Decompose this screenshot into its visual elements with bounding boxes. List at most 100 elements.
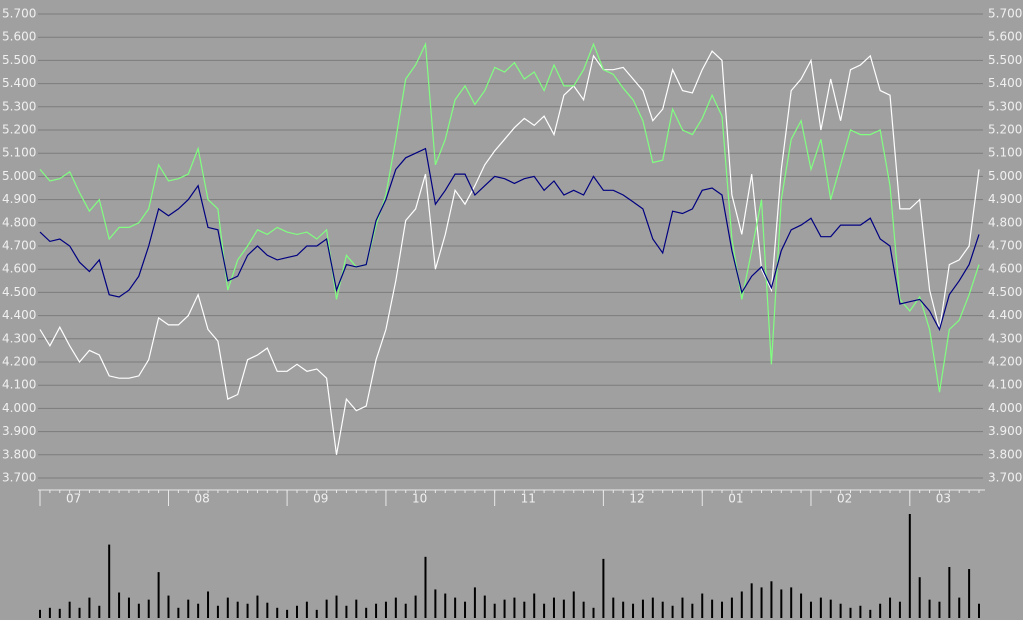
y-tick-label: 3.900 — [2, 424, 36, 438]
volume-bar — [740, 591, 743, 618]
volume-bar — [829, 599, 832, 618]
volume-bar — [118, 592, 121, 618]
y-tick-label: 4.600 — [2, 262, 36, 276]
volume-bar — [691, 603, 694, 618]
volume-bar — [968, 569, 971, 618]
x-tick-label: 08 — [194, 492, 209, 506]
price-line — [39, 50, 980, 455]
volume-bar — [58, 608, 61, 618]
y-tick-label: 5.000 — [988, 169, 1022, 183]
volume-bar — [434, 589, 437, 618]
volume-bar — [513, 597, 516, 618]
x-tick-label: 03 — [936, 492, 951, 506]
y-tick-label: 5.200 — [988, 123, 1022, 137]
volume-bar — [157, 572, 160, 618]
volume-bar — [809, 601, 812, 618]
volume-bar — [256, 595, 259, 618]
y-tick-label: 5.700 — [2, 7, 36, 21]
y-tick-label: 4.300 — [2, 331, 36, 345]
x-tick-label: 11 — [521, 492, 536, 506]
volume-bar — [216, 605, 219, 618]
y-tick-label: 4.200 — [2, 355, 36, 369]
volume-bar — [948, 567, 951, 618]
volume-bar — [236, 601, 239, 618]
y-tick-label: 5.200 — [2, 123, 36, 137]
volume-bar — [503, 599, 506, 618]
x-tick-label: 01 — [728, 492, 743, 506]
volume-bar — [177, 607, 180, 618]
volume-bar — [760, 587, 763, 618]
price-line — [39, 147, 980, 332]
volume-bar — [345, 605, 348, 618]
y-tick-label: 5.300 — [988, 99, 1022, 113]
volume-bar — [493, 603, 496, 618]
volume-bar — [889, 597, 892, 618]
volume-bar — [938, 601, 941, 618]
y-tick-label: 5.500 — [988, 53, 1022, 67]
y-tick-label: 4.400 — [2, 308, 36, 322]
volume-bar — [335, 595, 338, 618]
volume-bar — [137, 603, 140, 618]
volume-bar — [384, 601, 387, 618]
volume-bar — [464, 601, 467, 618]
volume-bar — [572, 591, 575, 618]
volume-bar — [750, 583, 753, 618]
y-tick-label: 4.900 — [988, 192, 1022, 206]
volume-bar — [839, 603, 842, 618]
volume-bar — [819, 597, 822, 618]
volume-bar — [859, 605, 862, 618]
volume-bar — [394, 597, 397, 618]
volume-bar — [295, 605, 298, 618]
volume-bar — [671, 605, 674, 618]
volume-bar — [770, 581, 773, 618]
y-tick-label: 5.400 — [988, 76, 1022, 90]
volume-bar — [39, 609, 41, 618]
volume-bar — [681, 597, 684, 618]
volume-bar — [197, 603, 200, 618]
y-tick-label: 5.400 — [2, 76, 36, 90]
volume-bar — [800, 593, 803, 618]
volume-bar — [928, 599, 931, 618]
volume-bar — [187, 599, 190, 618]
volume-bar — [355, 599, 358, 618]
volume-bar — [701, 593, 704, 618]
volume-bar — [523, 601, 526, 618]
volume-bar — [730, 597, 733, 618]
y-tick-label: 5.500 — [2, 53, 36, 67]
volume-bar — [612, 597, 615, 618]
y-tick-label: 3.800 — [988, 447, 1022, 461]
volume-bar — [592, 607, 595, 618]
volume-bar — [108, 544, 111, 618]
volume-bar — [246, 603, 249, 618]
volume-bar — [325, 599, 328, 618]
y-tick-label: 5.300 — [2, 99, 36, 113]
volume-bar — [147, 599, 150, 618]
volume-bar — [473, 587, 476, 618]
volume-bar — [622, 601, 625, 618]
y-tick-label: 4.100 — [988, 378, 1022, 392]
volume-bar — [226, 597, 229, 618]
volume-bar — [266, 602, 269, 618]
price-line — [39, 41, 980, 393]
y-tick-label: 4.900 — [2, 192, 36, 206]
volume-bar — [286, 609, 289, 618]
y-tick-label: 3.700 — [2, 471, 36, 485]
volume-bar — [98, 605, 101, 618]
volume-bar — [879, 603, 882, 618]
volume-bar — [898, 601, 901, 618]
volume-bar — [869, 609, 872, 618]
volume-bar — [958, 597, 961, 618]
x-tick-label: 12 — [629, 492, 644, 506]
y-tick-label: 5.000 — [2, 169, 36, 183]
x-tick-label: 10 — [412, 492, 427, 506]
volume-bar — [978, 603, 980, 618]
y-tick-label: 4.000 — [2, 401, 36, 415]
volume-bar — [454, 597, 457, 618]
y-tick-label: 4.700 — [988, 239, 1022, 253]
y-tick-label: 3.800 — [2, 447, 36, 461]
x-tick-label: 02 — [837, 492, 852, 506]
volume-bar — [375, 603, 378, 618]
volume-bar — [315, 609, 318, 618]
volume-bar — [533, 593, 536, 618]
volume-bar — [424, 556, 427, 618]
